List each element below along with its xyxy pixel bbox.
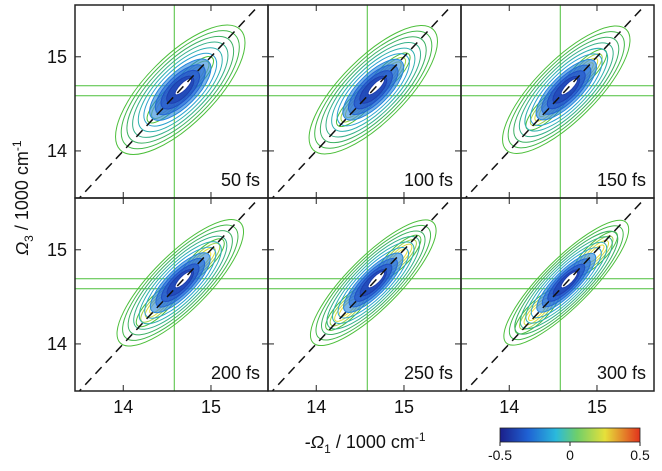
contour [518, 42, 614, 138]
x-tick-label: 14 [499, 397, 519, 417]
contour [127, 230, 233, 336]
contour [530, 53, 603, 126]
contour [132, 41, 229, 138]
diagonal [464, 198, 646, 391]
contour [503, 219, 630, 346]
y-label-sup: -1 [10, 140, 24, 151]
contour [133, 235, 228, 330]
panel [268, 5, 461, 198]
contour [525, 241, 608, 324]
panel-label: 50 fs [221, 170, 260, 190]
diagonal [78, 5, 260, 198]
contour [508, 225, 624, 341]
contour [331, 47, 416, 132]
y-axis-label: Ω3 / 1000 cm-1 [10, 140, 36, 255]
contour [138, 241, 222, 325]
contour [122, 224, 239, 341]
x-tick-label: 15 [394, 397, 414, 417]
panel-frame [460, 197, 655, 392]
y-tick-label: 15 [47, 240, 67, 260]
x-label-symbol: -Ω [304, 432, 324, 452]
y-label-symbol: Ω [12, 242, 32, 256]
contour [321, 230, 426, 335]
contour [143, 52, 218, 127]
contour [513, 36, 620, 143]
x-axis-label: -Ω1 / 1000 cm-1 [304, 430, 425, 456]
panel [461, 198, 654, 391]
panel-label: 100 fs [404, 170, 453, 190]
x-tick-label: 15 [201, 397, 221, 417]
contour [115, 24, 246, 155]
y-label-text: / 1000 cm [12, 151, 32, 235]
diagonal [271, 5, 453, 198]
colorbar [499, 427, 641, 443]
diagonal [78, 198, 260, 391]
y-tick-label: 14 [47, 141, 67, 161]
contour [309, 219, 437, 347]
panel [461, 5, 654, 198]
contour [519, 236, 613, 330]
contour [116, 218, 245, 347]
x-tick-label: 14 [113, 397, 133, 417]
contour [144, 246, 217, 319]
contour [315, 224, 432, 341]
panel-label: 300 fs [597, 363, 646, 383]
colorbar-tick-label: 0.5 [630, 447, 650, 463]
colorbar-tick-label: -0.5 [488, 447, 512, 463]
diagonal [271, 198, 453, 391]
y-tick-label: 15 [47, 47, 67, 67]
contour [524, 47, 609, 132]
contour [507, 31, 625, 149]
panel-label: 200 fs [211, 363, 260, 383]
panel [75, 198, 268, 391]
contour [308, 25, 438, 155]
panel-label: 250 fs [404, 363, 453, 383]
y-label-sub: 3 [22, 235, 36, 242]
panel [75, 5, 268, 198]
contour [514, 230, 619, 335]
contour [336, 53, 410, 127]
contour [337, 247, 409, 319]
colorbar-tick-label: 0 [566, 447, 574, 463]
contour [326, 235, 421, 330]
contour [530, 247, 602, 319]
diagonal [464, 5, 646, 198]
x-label-sup: -1 [415, 430, 426, 444]
contour [332, 241, 415, 324]
contour [319, 36, 427, 144]
x-tick-label: 14 [306, 397, 326, 417]
x-tick-label: 15 [587, 397, 607, 417]
contour [137, 47, 223, 133]
x-label-sub: 1 [324, 442, 331, 456]
contour [502, 25, 631, 154]
contour [314, 30, 433, 149]
panel [268, 198, 461, 391]
y-tick-label: 14 [47, 334, 67, 354]
contour [120, 30, 240, 150]
x-label-text: / 1000 cm [331, 432, 415, 452]
contour [126, 35, 235, 144]
contour [325, 41, 422, 138]
panel-label: 150 fs [597, 170, 646, 190]
